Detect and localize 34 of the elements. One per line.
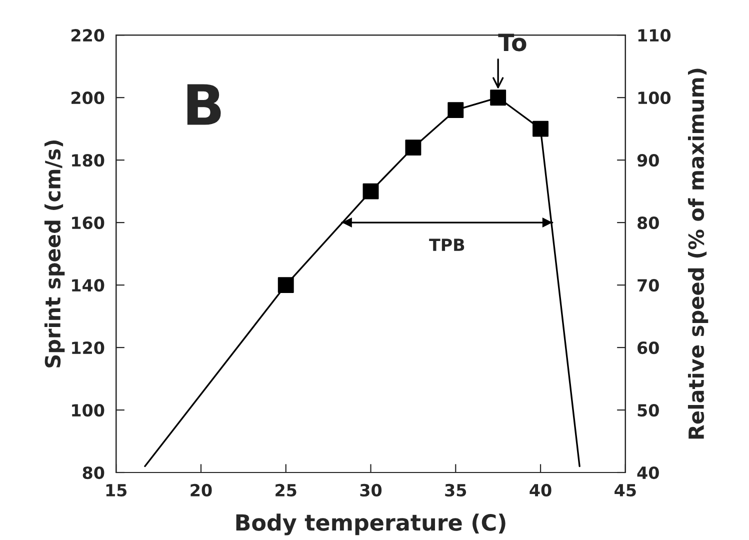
x-tick-label: 20 bbox=[190, 484, 212, 497]
annotation: B bbox=[187, 84, 221, 125]
y-tick-label: 180 bbox=[72, 154, 104, 167]
y-axis-title: Sprint speed (cm/s) bbox=[44, 140, 65, 368]
x-tick-label: 25 bbox=[276, 484, 296, 497]
y2-tick-label: 40 bbox=[637, 466, 659, 480]
x-axis-title: Body temperature (C) bbox=[236, 514, 506, 536]
point bbox=[448, 102, 464, 118]
y-tick-label: 220 bbox=[72, 29, 104, 42]
y-tick-label: 80 bbox=[82, 466, 104, 480]
y-tick-label: 100 bbox=[72, 404, 104, 417]
y2-tick-label: 70 bbox=[638, 279, 659, 292]
y-tick-label: 160 bbox=[72, 216, 104, 230]
y2-axis-title: Relative speed (% of maximum) bbox=[688, 68, 708, 439]
y2-tick-label: 110 bbox=[638, 29, 671, 42]
y-tick-label: 120 bbox=[72, 341, 104, 354]
x-tick-label: 15 bbox=[106, 484, 127, 497]
y2-tick-label: 50 bbox=[638, 404, 659, 417]
annotation: TPB bbox=[429, 238, 464, 251]
x-tick-label: 45 bbox=[614, 484, 636, 497]
y2-tick-label: 80 bbox=[638, 216, 659, 230]
point bbox=[532, 120, 549, 137]
y-tick-label: 200 bbox=[72, 92, 104, 104]
y-tick-label: 140 bbox=[72, 279, 104, 292]
point bbox=[490, 90, 506, 106]
y2-tick-label: 90 bbox=[637, 154, 659, 167]
x-tick-label: 40 bbox=[530, 484, 552, 497]
point bbox=[278, 277, 294, 294]
y2-tick-label: 60 bbox=[638, 341, 659, 354]
point bbox=[405, 140, 422, 156]
x-tick-label: 35 bbox=[445, 484, 466, 497]
x-tick-label: 30 bbox=[360, 484, 382, 497]
y2-tick-label: 100 bbox=[638, 92, 671, 104]
point bbox=[362, 183, 379, 200]
